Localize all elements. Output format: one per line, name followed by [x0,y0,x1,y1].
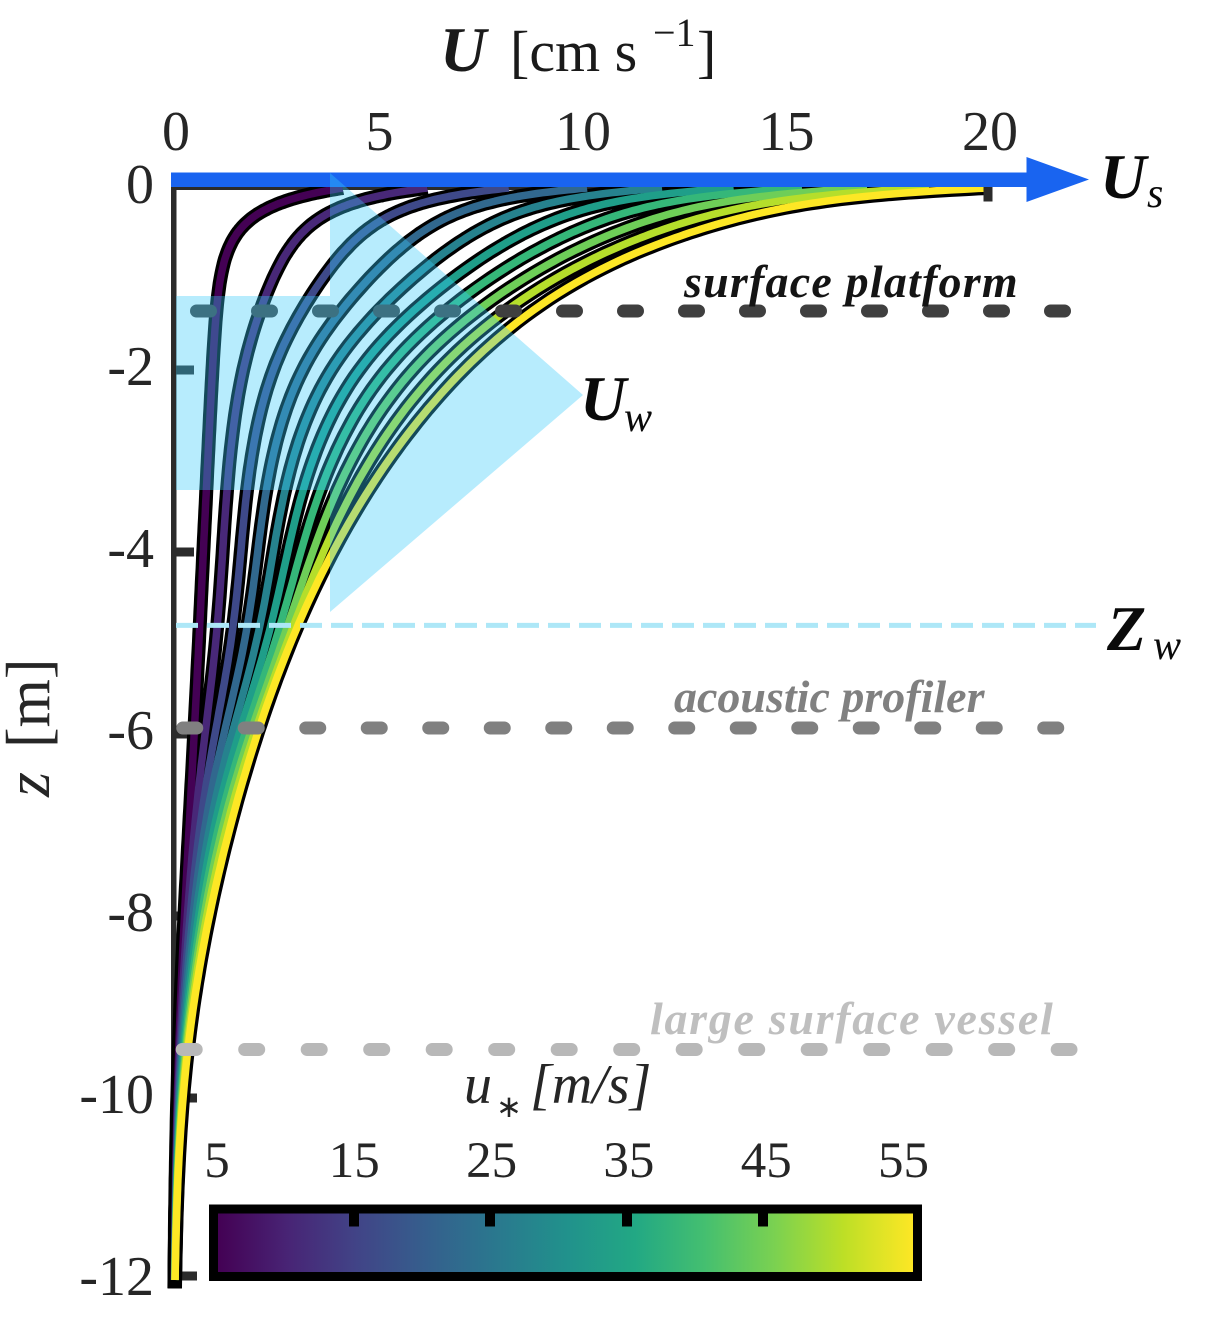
svg-text:20: 20 [962,101,1018,163]
svg-text:0: 0 [162,101,190,163]
svg-text:-10: -10 [79,1064,154,1126]
svg-text:large surface vessel: large surface vessel [650,993,1054,1044]
svg-text:35: 35 [603,1133,654,1189]
svg-text:]: ] [697,19,716,84]
svg-text:25: 25 [466,1133,517,1189]
svg-text:acoustic profiler: acoustic profiler [674,671,986,722]
svg-text:5: 5 [366,101,394,163]
svg-text:[m/s]: [m/s] [530,1054,651,1116]
svg-text:5: 5 [204,1133,230,1189]
svg-text:0: 0 [126,154,154,216]
svg-text:[m]: [m] [0,658,63,748]
svg-text:w: w [624,395,652,441]
svg-text:-4: -4 [107,518,154,580]
svg-text:15: 15 [759,101,815,163]
svg-text:u: u [464,1054,492,1116]
svg-text:10: 10 [555,101,611,163]
svg-text:surface platform: surface platform [683,256,1019,307]
svg-text:z: z [0,772,63,798]
svg-text:-8: -8 [107,882,154,944]
svg-text:−1: −1 [653,10,696,55]
svg-text:Z: Z [1106,593,1146,664]
svg-text:-2: -2 [107,336,154,398]
svg-text:U: U [1100,141,1149,212]
svg-text:U: U [580,363,629,434]
svg-text:U: U [440,14,489,85]
svg-text:45: 45 [741,1133,792,1189]
svg-text:15: 15 [329,1133,380,1189]
svg-text:[cm s: [cm s [510,19,637,84]
svg-text:w: w [1153,623,1181,669]
svg-text:-6: -6 [107,700,154,762]
svg-text:s: s [1147,171,1163,217]
svg-text:55: 55 [878,1133,929,1189]
svg-text:∗: ∗ [496,1089,522,1124]
svg-text:-12: -12 [79,1246,154,1308]
